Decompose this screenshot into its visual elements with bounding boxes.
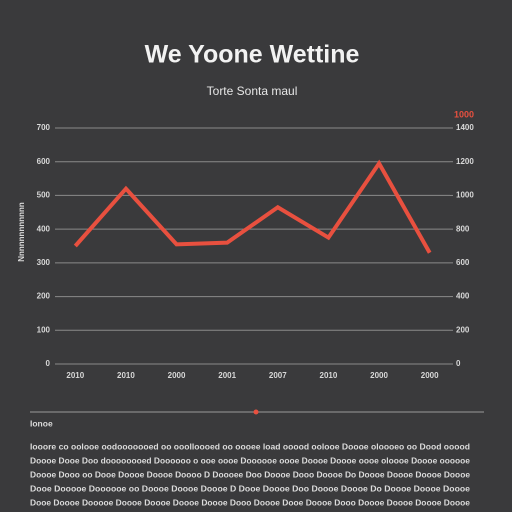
x-tick-label: 2010 <box>320 371 338 380</box>
data-line <box>73 159 432 254</box>
chart-subtitle: Torte Sonta maul <box>207 84 298 98</box>
y-tick-label: 600 <box>37 157 51 166</box>
y2-tick-label: 1400 <box>456 123 474 132</box>
y-axis-label: Nnnnnnnnnnnn <box>17 202 26 262</box>
footer-line: Dooe Doooe Dooooe Doooe Doooe Doooe Dooo… <box>30 497 470 507</box>
x-tick-label: 2001 <box>218 371 236 380</box>
x-tick-label: 2000 <box>168 371 186 380</box>
y2-tick-label: 0 <box>456 359 461 368</box>
x-tick-label: 2007 <box>269 371 287 380</box>
footer-heading: Ionoe <box>30 418 53 428</box>
y-tick-label: 500 <box>37 191 51 200</box>
y-tick-label: 200 <box>37 292 51 301</box>
x-tick-label: 2000 <box>421 371 439 380</box>
footer-line: Doooe Dooo oo Dooe Doooe Doooe Doooo D D… <box>30 469 470 479</box>
y2-tick-label: 200 <box>456 325 470 334</box>
y-tick-label: 300 <box>37 258 51 267</box>
footer-line: Dooe Dooooe Doooooe oo Doooe Doooe Doooe… <box>30 483 470 493</box>
footer-line: Doooe Dooe Doo doooooooed Doooooo o ooe … <box>30 455 470 465</box>
x-tick-label: 2010 <box>117 371 135 380</box>
y-tick-label: 400 <box>37 224 51 233</box>
footer-line: Iooore co oolooe oodooooooed oo ooollooo… <box>30 441 470 451</box>
y2-tick-label: 600 <box>456 258 470 267</box>
x-tick-label: 2000 <box>370 371 388 380</box>
y-tick-label: 700 <box>37 123 51 132</box>
chart-title: We Yoone Wettine <box>145 41 360 69</box>
y-tick-label: 0 <box>46 359 51 368</box>
x-tick-label: 2010 <box>66 371 84 380</box>
y2-tick-label: 800 <box>456 224 470 233</box>
y-tick-label: 100 <box>37 325 51 334</box>
y2-tick-label: 1200 <box>456 157 474 166</box>
annotation: 1000 <box>454 109 474 119</box>
divider-dot <box>253 409 259 415</box>
y2-tick-label: 400 <box>456 292 470 301</box>
y2-tick-label: 1000 <box>456 191 474 200</box>
